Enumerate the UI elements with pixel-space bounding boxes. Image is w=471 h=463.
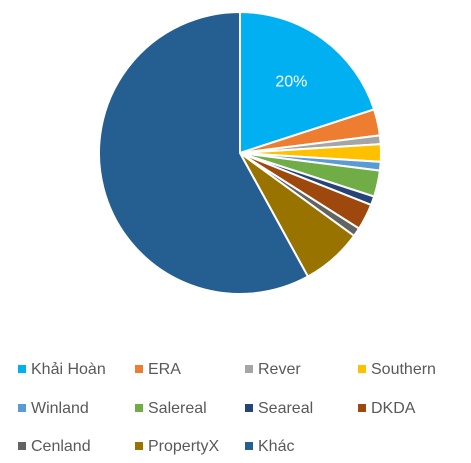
legend-label: ERA [148, 361, 181, 378]
legend-swatch [358, 404, 366, 412]
legend-swatch [18, 442, 26, 450]
legend-label: PropertyX [148, 438, 219, 455]
legend-swatch [135, 442, 143, 450]
legend-label: Rever [258, 361, 301, 378]
legend-swatch [245, 442, 253, 450]
legend-swatch [135, 404, 143, 412]
legend-label: Winland [31, 400, 89, 417]
pie-slice [239, 10, 376, 155]
pie-slice [98, 10, 310, 295]
legend-swatch [245, 404, 253, 412]
legend-swatch [245, 365, 253, 373]
legend-label: Cenland [31, 438, 91, 455]
legend-swatch [358, 365, 366, 373]
legend-label: Southern [371, 361, 436, 378]
legend-label: Salereal [148, 400, 207, 417]
legend-swatch [18, 404, 26, 412]
legend-label: Seareal [258, 400, 313, 417]
legend-label: Khải Hoàn [31, 361, 106, 378]
legend-label: DKDA [371, 400, 416, 417]
legend-swatch [135, 365, 143, 373]
legend-swatch [18, 365, 26, 373]
legend-label: Khác [258, 438, 294, 455]
data-label: 20% [275, 73, 307, 90]
